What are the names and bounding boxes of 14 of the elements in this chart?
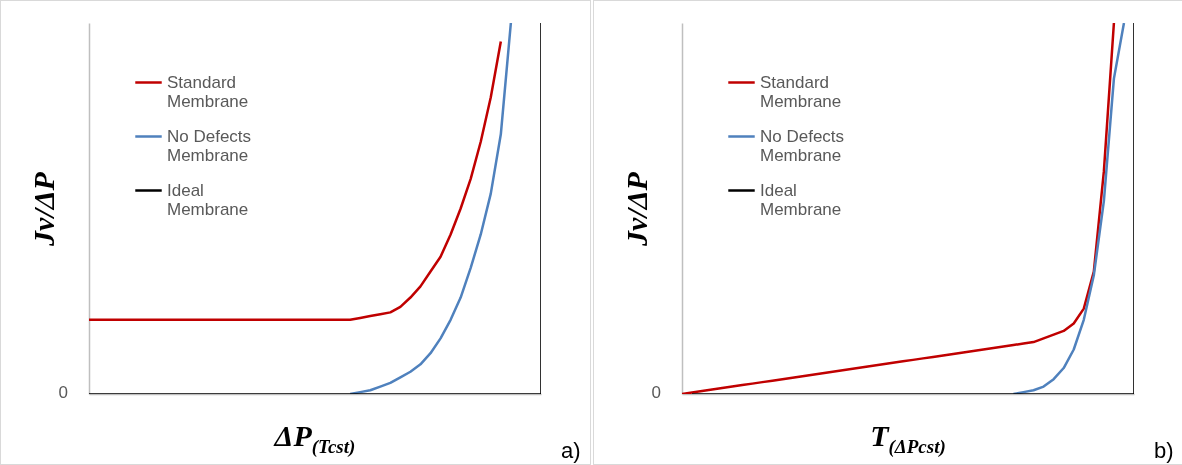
text: 0	[58, 383, 68, 403]
x-axis-title: T$_{(ΔPcst)}$	[869, 419, 947, 458]
legend-label: No Defects Membrane	[760, 126, 845, 165]
x-axis-title: ΔP$_{(Tcst)}$	[272, 419, 357, 458]
text: b)	[1154, 438, 1174, 464]
legend-label: Standard Membrane	[760, 72, 842, 111]
legend-label: Standard Membrane	[167, 72, 249, 111]
legend-label: No Defects Membrane	[167, 126, 252, 165]
text: a)	[561, 438, 581, 464]
y-axis-title: Jv/ΔP	[26, 171, 60, 247]
legend-label: Ideal Membrane	[167, 180, 249, 219]
text: 0	[651, 383, 661, 403]
legend-label: Ideal Membrane	[760, 180, 842, 219]
y-axis-title: Jv/ΔP	[619, 171, 653, 247]
